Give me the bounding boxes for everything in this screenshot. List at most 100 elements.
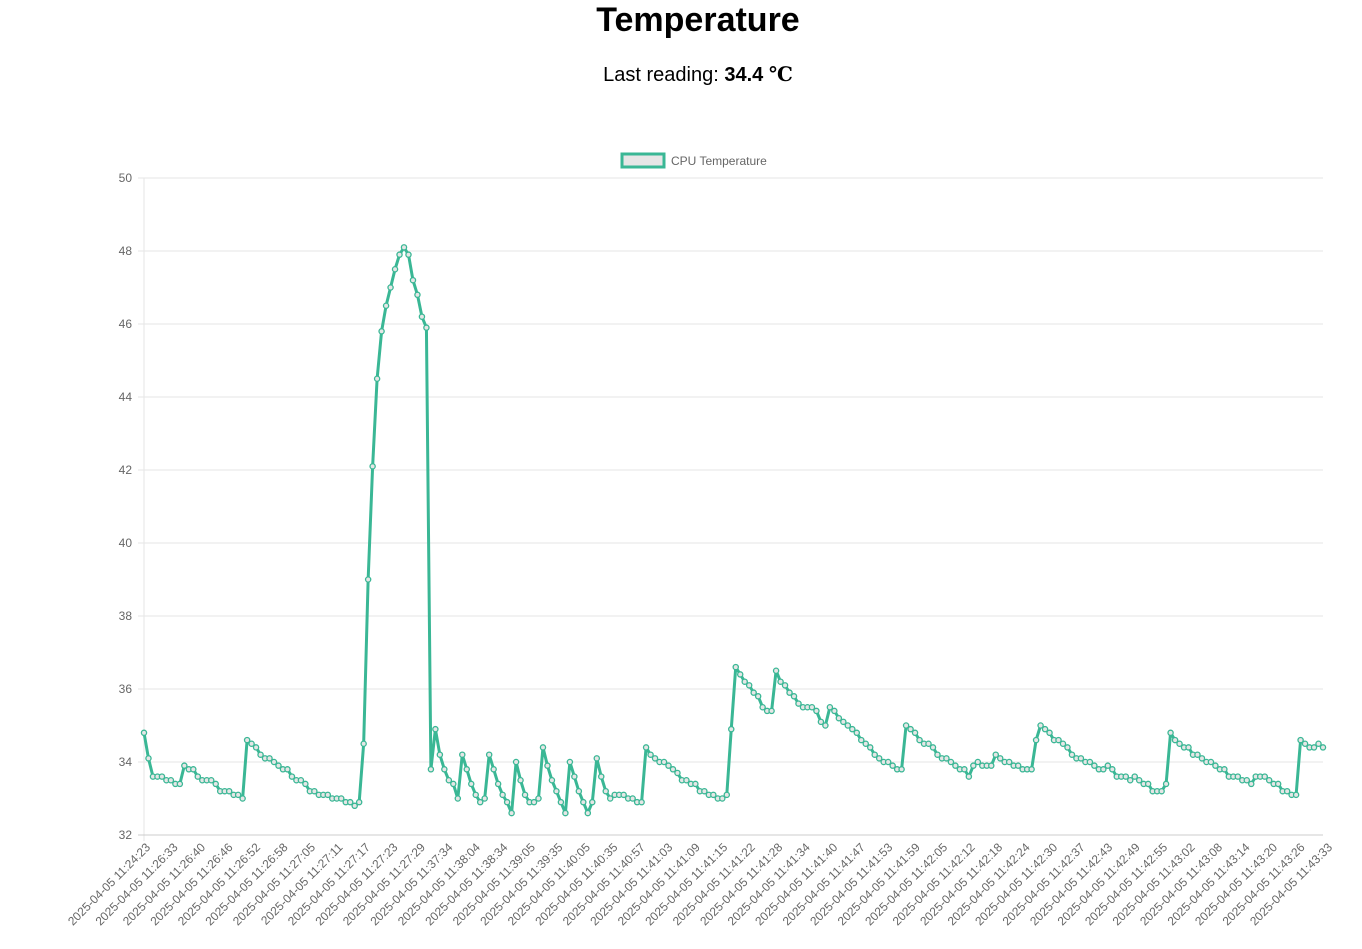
data-point[interactable] bbox=[409, 276, 417, 284]
data-point[interactable] bbox=[1248, 780, 1255, 788]
data-point[interactable] bbox=[490, 766, 497, 773]
data-point[interactable] bbox=[145, 755, 152, 762]
legend[interactable]: CPU Temperature bbox=[620, 152, 767, 169]
data-point[interactable] bbox=[786, 689, 793, 696]
data-point[interactable] bbox=[1319, 744, 1327, 751]
data-point[interactable] bbox=[302, 780, 309, 788]
data-point[interactable] bbox=[1158, 787, 1165, 795]
data-point[interactable] bbox=[1198, 755, 1206, 762]
data-point[interactable] bbox=[970, 762, 977, 769]
data-point[interactable] bbox=[539, 744, 547, 751]
data-point[interactable] bbox=[1144, 780, 1152, 788]
data-point[interactable] bbox=[1176, 740, 1183, 748]
data-point[interactable] bbox=[808, 704, 816, 711]
data-point[interactable] bbox=[468, 780, 475, 788]
data-point[interactable] bbox=[324, 791, 332, 799]
data-point[interactable] bbox=[1207, 758, 1215, 766]
data-point[interactable] bbox=[1091, 762, 1098, 769]
data-point[interactable] bbox=[741, 678, 748, 685]
data-point[interactable] bbox=[943, 755, 950, 762]
data-point[interactable] bbox=[1126, 777, 1134, 784]
data-point[interactable] bbox=[1167, 729, 1174, 737]
data-point[interactable] bbox=[629, 795, 636, 802]
data-point[interactable] bbox=[929, 744, 937, 751]
data-point[interactable] bbox=[710, 791, 717, 799]
data-point[interactable] bbox=[432, 725, 439, 733]
data-point[interactable] bbox=[642, 744, 650, 751]
data-point[interactable] bbox=[719, 795, 726, 802]
data-point[interactable] bbox=[190, 766, 197, 773]
data-point[interactable] bbox=[571, 773, 578, 780]
data-point[interactable] bbox=[916, 736, 923, 744]
data-point[interactable] bbox=[1185, 744, 1192, 751]
data-point[interactable] bbox=[535, 795, 542, 802]
data-point[interactable] bbox=[454, 795, 462, 802]
data-point[interactable] bbox=[1234, 773, 1242, 780]
data-point[interactable] bbox=[795, 700, 802, 707]
data-point[interactable] bbox=[257, 751, 264, 758]
data-point[interactable] bbox=[911, 729, 919, 737]
data-point[interactable] bbox=[360, 740, 367, 748]
data-point[interactable] bbox=[754, 693, 762, 700]
data-point[interactable] bbox=[351, 802, 358, 810]
data-point[interactable] bbox=[414, 291, 421, 299]
data-point[interactable] bbox=[996, 755, 1004, 762]
data-point[interactable] bbox=[813, 707, 820, 715]
data-point[interactable] bbox=[844, 722, 852, 729]
data-point[interactable] bbox=[1064, 744, 1071, 751]
data-point[interactable] bbox=[1243, 777, 1251, 784]
data-point[interactable] bbox=[521, 791, 529, 799]
data-point[interactable] bbox=[1059, 740, 1067, 748]
data-point[interactable] bbox=[1261, 773, 1268, 780]
data-point[interactable] bbox=[463, 766, 471, 773]
data-point[interactable] bbox=[369, 463, 376, 470]
data-point[interactable] bbox=[512, 758, 520, 766]
data-point[interactable] bbox=[181, 762, 188, 769]
data-point[interactable] bbox=[593, 755, 601, 762]
data-point[interactable] bbox=[853, 729, 861, 737]
data-point[interactable] bbox=[400, 244, 408, 251]
data-point[interactable] bbox=[485, 751, 493, 758]
data-point[interactable] bbox=[517, 777, 524, 784]
data-point[interactable] bbox=[584, 809, 592, 817]
data-point[interactable] bbox=[494, 780, 502, 788]
data-point[interactable] bbox=[396, 251, 403, 258]
data-point[interactable] bbox=[441, 766, 448, 773]
data-point[interactable] bbox=[548, 777, 556, 784]
data-point[interactable] bbox=[772, 667, 780, 675]
data-point[interactable] bbox=[562, 809, 569, 817]
data-point[interactable] bbox=[1135, 777, 1143, 784]
data-point[interactable] bbox=[736, 671, 744, 678]
data-point[interactable] bbox=[1104, 762, 1112, 769]
data-point[interactable] bbox=[750, 689, 757, 696]
data-point[interactable] bbox=[638, 798, 645, 806]
data-point[interactable] bbox=[405, 251, 412, 258]
data-point[interactable] bbox=[476, 798, 484, 806]
data-point[interactable] bbox=[1162, 780, 1170, 788]
data-point[interactable] bbox=[732, 663, 739, 671]
data-point[interactable] bbox=[167, 777, 175, 784]
data-point[interactable] bbox=[723, 791, 731, 799]
data-point[interactable] bbox=[790, 693, 798, 700]
data-point[interactable] bbox=[992, 751, 999, 758]
data-point[interactable] bbox=[566, 758, 574, 766]
data-point[interactable] bbox=[620, 791, 627, 799]
data-point[interactable] bbox=[346, 798, 354, 806]
data-point[interactable] bbox=[952, 762, 959, 769]
data-point[interactable] bbox=[1315, 740, 1322, 748]
data-point[interactable] bbox=[1037, 722, 1044, 729]
data-point[interactable] bbox=[248, 740, 255, 748]
data-point[interactable] bbox=[1122, 773, 1130, 780]
data-point[interactable] bbox=[701, 787, 708, 795]
data-point[interactable] bbox=[965, 773, 973, 780]
data-point[interactable] bbox=[1131, 773, 1138, 780]
data-point[interactable] bbox=[1100, 766, 1107, 773]
data-point[interactable] bbox=[1265, 777, 1273, 784]
data-point[interactable] bbox=[728, 725, 735, 733]
data-point[interactable] bbox=[575, 787, 583, 795]
data-point[interactable] bbox=[445, 777, 453, 784]
data-point[interactable] bbox=[450, 780, 457, 788]
data-point[interactable] bbox=[781, 682, 789, 689]
data-point[interactable] bbox=[481, 795, 488, 802]
data-point[interactable] bbox=[669, 766, 677, 773]
